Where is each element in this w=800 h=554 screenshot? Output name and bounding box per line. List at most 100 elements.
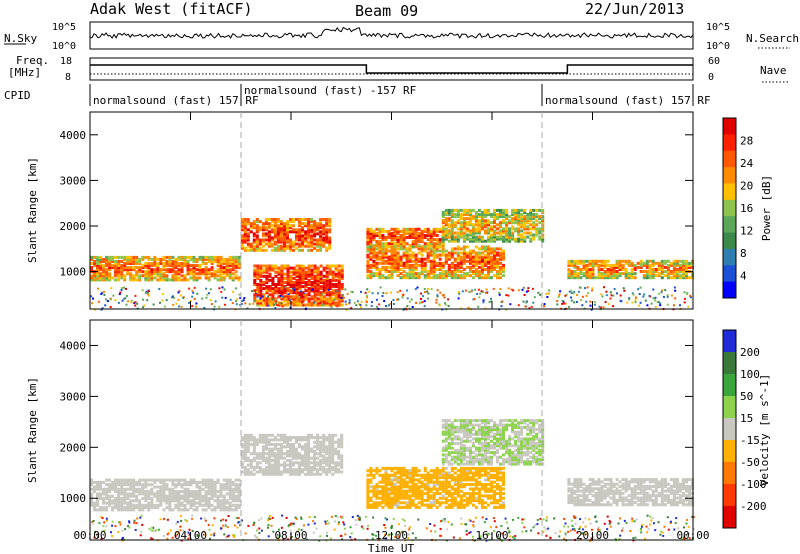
heatmap-cell (258, 433, 262, 437)
heatmap-cell (165, 497, 169, 500)
heatmap-cell (441, 471, 445, 475)
heatmap-cell (393, 483, 397, 486)
heatmap-cell (322, 459, 326, 462)
heatmap-cell (141, 487, 145, 491)
heatmap-cell (480, 235, 484, 239)
heatmap-cell (523, 215, 527, 219)
heatmap-cell (276, 461, 280, 465)
heatmap-cell (270, 224, 274, 228)
heatmap-cell (289, 270, 293, 274)
heatmap-cell (510, 288, 513, 291)
heatmap-cell (366, 489, 370, 493)
heatmap-cell (420, 272, 424, 276)
heatmap-cell (325, 447, 329, 451)
heatmap-cell (177, 272, 181, 276)
heatmap-cell (180, 294, 182, 297)
heatmap-cell (420, 249, 424, 253)
heatmap-cell (423, 503, 427, 507)
heatmap-cell (496, 476, 499, 480)
heatmap-cell (301, 278, 305, 282)
heatmap-cell (414, 231, 418, 235)
heatmap-cell (267, 454, 271, 458)
heatmap-cell (240, 452, 244, 456)
heatmap-cell (270, 218, 274, 221)
heatmap-cell (289, 289, 293, 293)
heatmap-cell (471, 471, 475, 475)
heatmap-cell (325, 438, 329, 442)
heatmap-cell (573, 265, 577, 269)
heatmap-cell (141, 483, 145, 487)
heatmap-cell (267, 452, 271, 456)
heatmap-cell (264, 465, 268, 469)
heatmap-cell (390, 268, 394, 271)
heatmap-cell (378, 303, 381, 306)
heatmap-cell (499, 499, 502, 502)
heatmap-cell (429, 251, 433, 255)
heatmap-cell (477, 223, 481, 227)
heatmap-cell (165, 483, 169, 487)
heatmap-cell (144, 478, 148, 482)
heatmap-cell (493, 505, 496, 509)
heatmap-cell (390, 473, 394, 477)
heatmap-cell (624, 259, 628, 263)
heatmap-cell (426, 487, 430, 491)
heatmap-cell (243, 297, 246, 300)
heatmap-cell (685, 268, 688, 271)
heatmap-cell (301, 276, 305, 280)
heatmap-cell (453, 435, 457, 439)
heatmap-cell (474, 485, 478, 489)
heatmap-cell (295, 281, 299, 284)
heatmap-cell (153, 272, 157, 276)
heatmap-cell (393, 268, 397, 271)
heatmap-cell (108, 483, 112, 487)
heatmap-cell (304, 234, 308, 238)
heatmap-cell (328, 461, 332, 465)
heatmap-cell (465, 425, 469, 429)
heatmap-cell (378, 272, 382, 276)
heatmap-cell (477, 208, 481, 212)
heatmap-cell (313, 301, 316, 304)
heatmap-cell (178, 305, 181, 308)
heatmap-cell (204, 485, 208, 489)
heatmap-cell (307, 218, 311, 221)
heatmap-cell (117, 264, 121, 268)
heatmap-cell (462, 469, 466, 473)
heatmap-cell (301, 270, 305, 274)
heatmap-cell (334, 289, 338, 293)
heatmap-cell (393, 487, 397, 491)
heatmap-cell (444, 221, 448, 225)
heatmap-cell (532, 237, 536, 241)
heatmap-cell (322, 224, 326, 228)
heatmap-cell (378, 270, 382, 273)
heatmap-cell (264, 238, 268, 242)
heatmap-cell (369, 249, 373, 253)
heatmap-cell (526, 225, 530, 229)
heatmap-cell (162, 278, 166, 282)
heatmap-cell (261, 228, 265, 232)
heatmap-cell (474, 231, 478, 235)
heatmap-cell (502, 211, 505, 214)
heatmap-cell (210, 485, 214, 489)
heatmap-cell (429, 229, 433, 233)
heatmap-cell (310, 272, 314, 276)
heatmap-cell (192, 264, 196, 268)
heatmap-cell (328, 240, 332, 244)
heatmap-cell (685, 274, 688, 278)
heatmap-cell (468, 274, 472, 278)
heatmap-cell (310, 264, 314, 268)
heatmap-cell (438, 245, 442, 249)
heatmap-cell (432, 231, 436, 235)
heatmap-cell (201, 487, 205, 491)
heatmap-cell (468, 476, 472, 480)
heatmap-cell (292, 268, 296, 272)
heatmap-cell (523, 221, 527, 225)
heatmap-cell (441, 261, 445, 265)
heatmap-cell (144, 292, 147, 295)
heatmap-cell (267, 447, 271, 451)
heatmap-cell (526, 219, 530, 223)
heatmap-cell (456, 473, 460, 477)
heatmap-cell (313, 299, 317, 303)
heatmap-cell (496, 272, 499, 276)
heatmap-cell (246, 244, 250, 248)
heatmap-cell (471, 272, 475, 276)
